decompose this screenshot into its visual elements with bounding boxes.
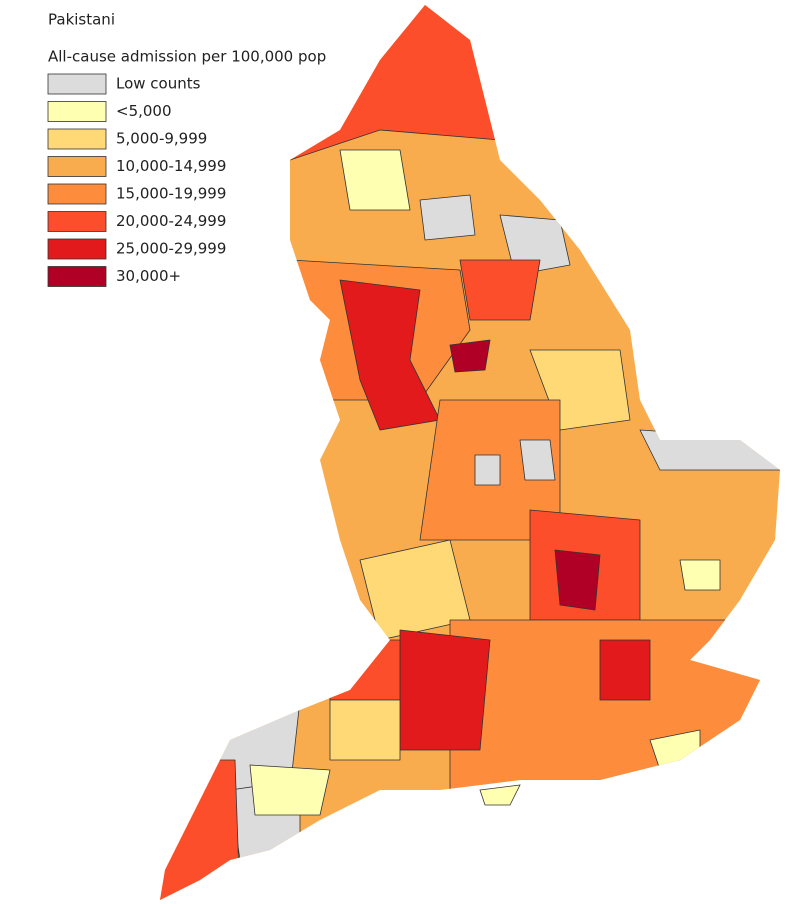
region [449,339,491,373]
legend-swatch [47,128,107,150]
legend-label: Low counts [116,75,201,93]
map-title: Pakistani [48,11,115,29]
legend-swatch [47,156,107,177]
legend-label: 5,000-9,999 [116,130,207,148]
legend-swatch [47,238,107,260]
legend-label: 25,000-29,999 [116,240,226,258]
legend-label: 10,000-14,999 [116,157,226,175]
region [474,454,501,486]
legend-swatch [47,183,107,205]
legend-label: 20,000-24,999 [116,212,226,230]
region [249,764,331,816]
legend-label: 15,000-19,999 [116,185,226,203]
region [339,149,411,211]
region [639,429,780,471]
legend-label: 30,000+ [116,267,181,285]
region [519,439,556,481]
legend-swatch [47,101,107,122]
region [679,559,721,591]
region [160,759,241,900]
legend-swatch [47,211,107,232]
region [599,639,651,701]
legend: Low counts <5,000 5,000-9,999 10,000-14,999… [47,73,226,287]
region [399,629,491,751]
legend-label: <5,000 [116,102,172,120]
legend-swatch [47,73,107,95]
region [329,699,401,761]
region [419,194,476,241]
region [329,639,401,701]
region [554,549,601,611]
legend-title: All-cause admission per 100,000 pop [48,48,326,66]
region [459,259,541,321]
legend-swatch [47,266,107,287]
island [479,784,521,806]
